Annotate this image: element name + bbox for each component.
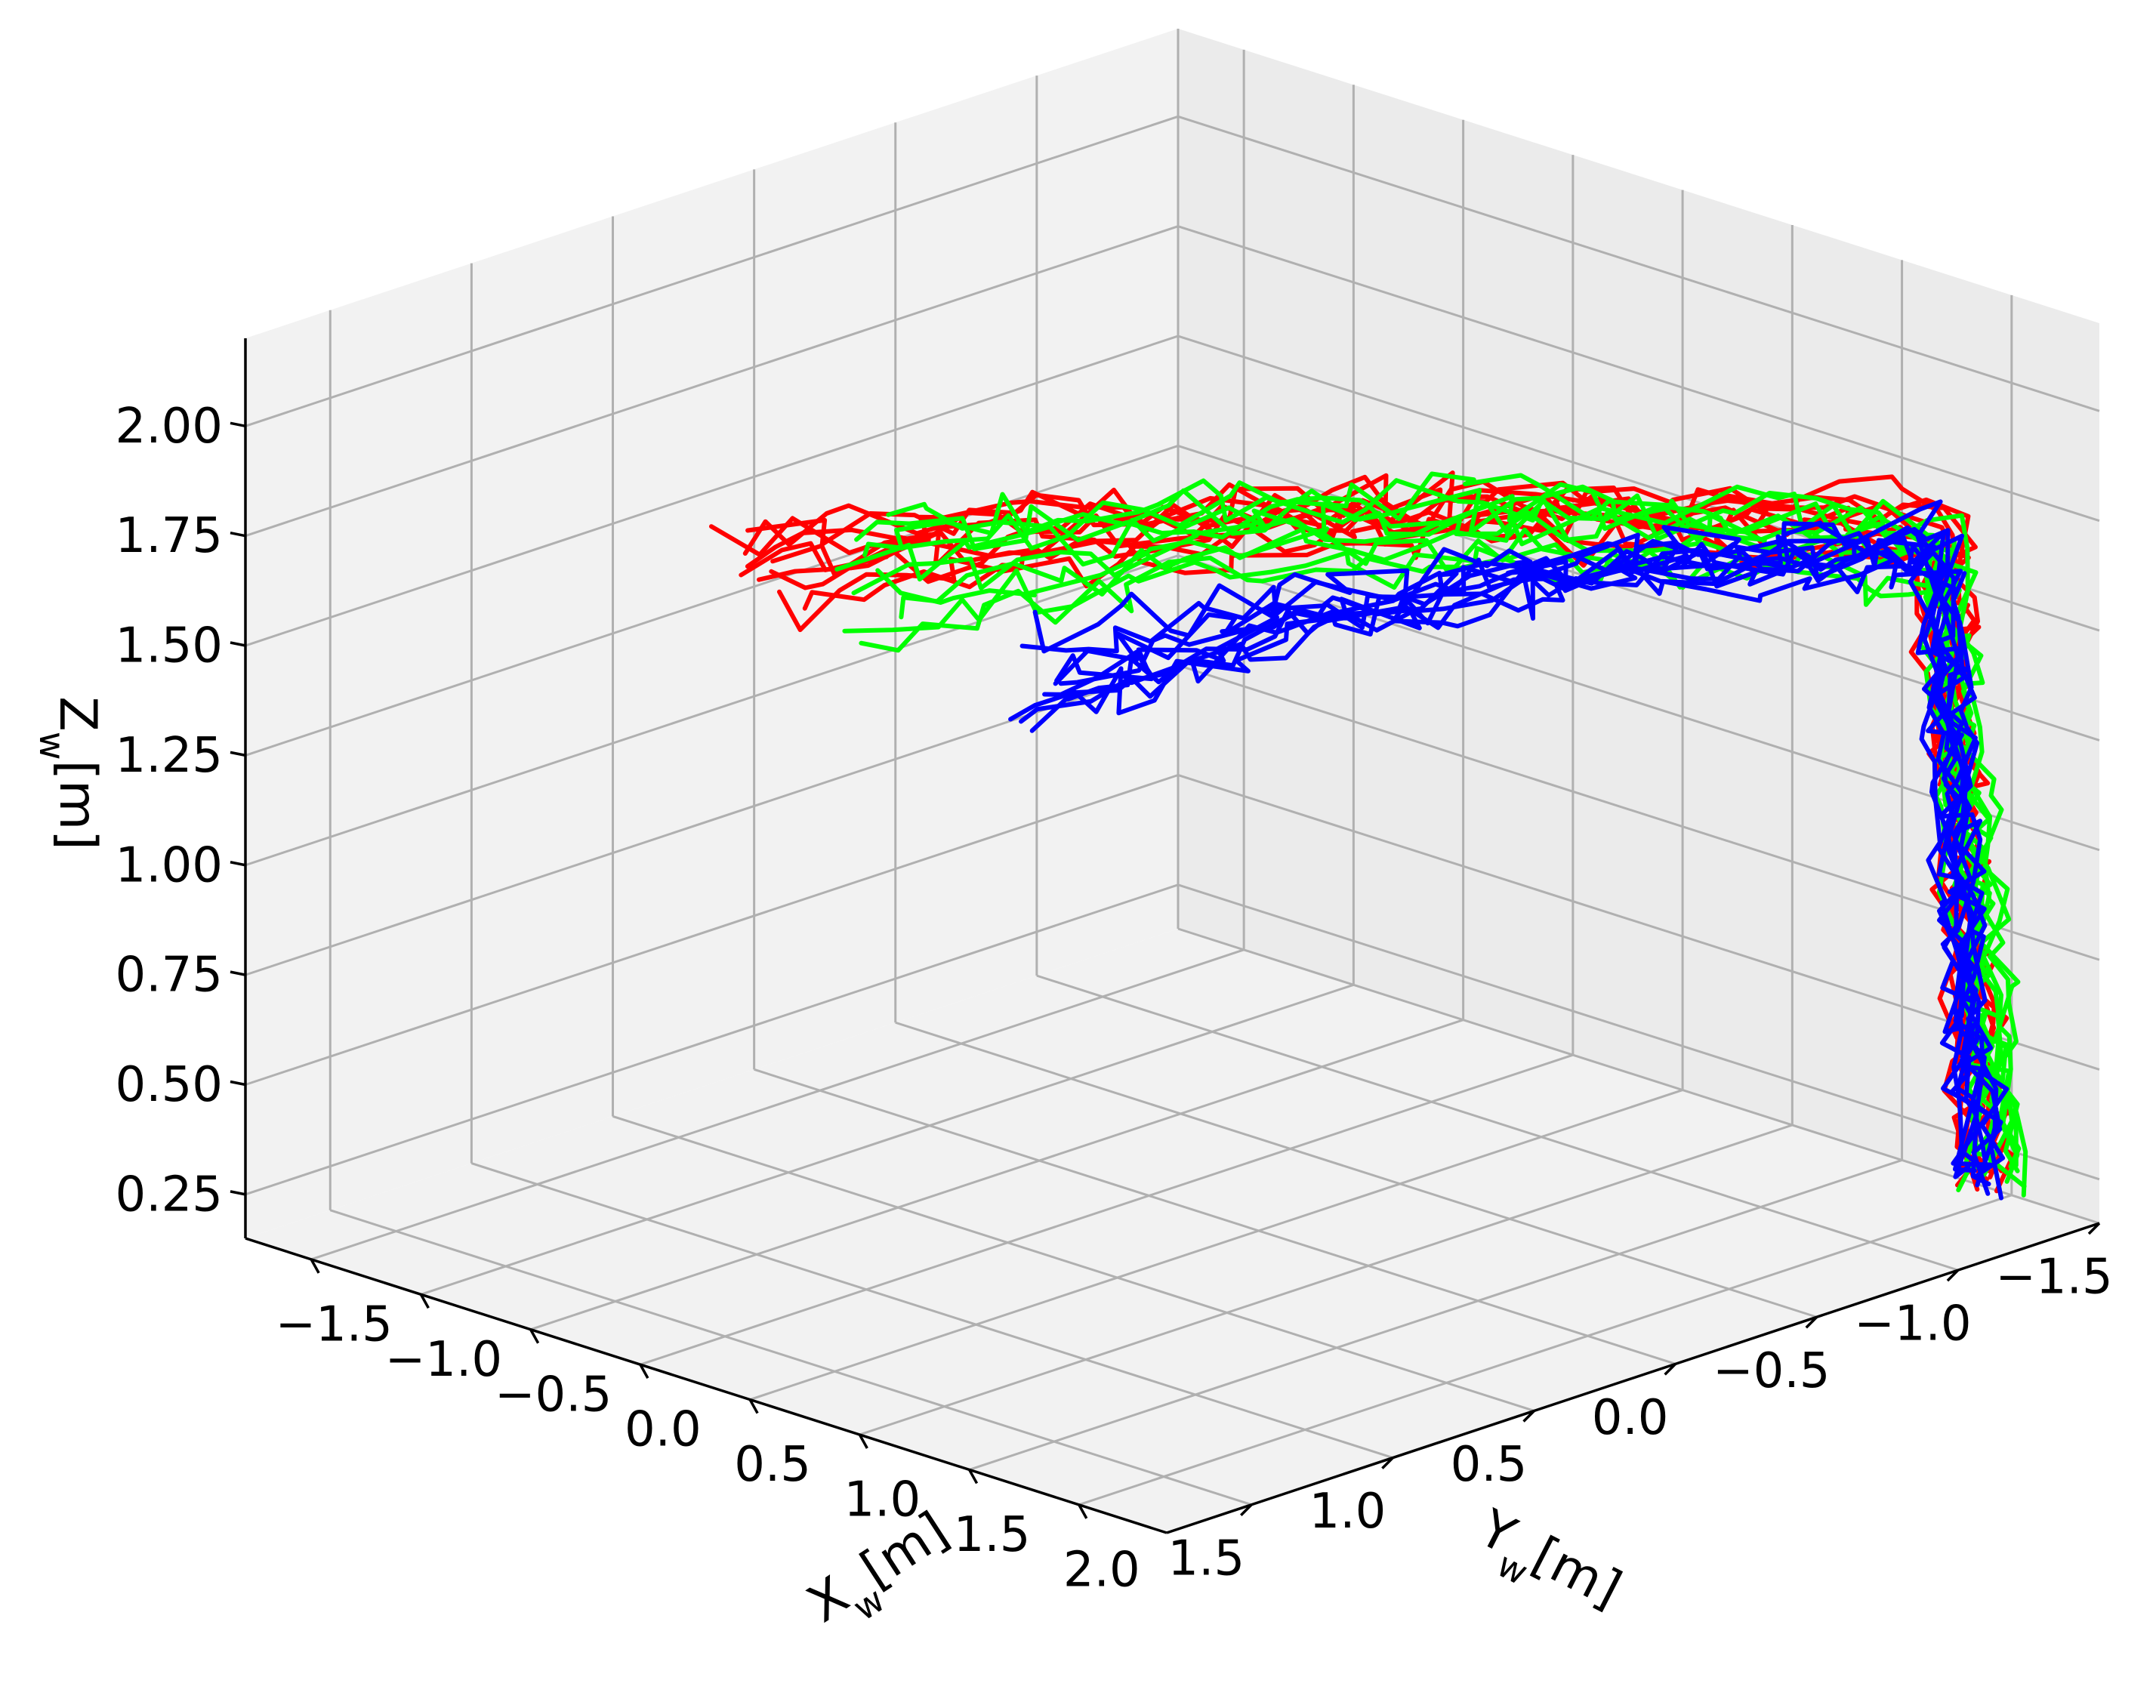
x-tick-mark (419, 1293, 430, 1309)
grid-line-z-wall-y (245, 444, 1179, 757)
grid-line-x-floor (1078, 1194, 2013, 1506)
x-tick-label: −1.5 (275, 1296, 392, 1352)
z-tick-label: 0.75 (116, 948, 224, 1004)
y-tick-label: 1.0 (1309, 1484, 1386, 1540)
grid-line-y-floor (1177, 927, 2100, 1225)
x-tick-mark (858, 1434, 868, 1449)
grid-line-z-wall-x (1177, 883, 2100, 1181)
z-tick-label: 0.25 (116, 1167, 224, 1222)
x-tick-mark (748, 1398, 759, 1414)
y-axis-line (1166, 1222, 2100, 1534)
trajectory-line (769, 486, 1986, 1170)
x-tick-label: −0.5 (495, 1367, 612, 1423)
y-tick-label: 0.5 (1451, 1437, 1528, 1493)
x-tick-mark (968, 1469, 979, 1484)
z-tick-label: 0.50 (116, 1057, 224, 1113)
x-axis-line (245, 1237, 1167, 1534)
trajectory-line (1019, 532, 1987, 1171)
grid-line-x-floor (420, 983, 1354, 1296)
x-tick-label: −1.0 (385, 1332, 502, 1388)
y-tick-mark (1522, 1410, 1535, 1423)
z-tick-mark (230, 1190, 246, 1196)
grid-line-x-floor (859, 1124, 1793, 1436)
z-tick-mark (230, 421, 246, 428)
grid-line-z-wall-y (245, 115, 1179, 427)
grid-line-y-floor (754, 1068, 1676, 1365)
z-tick-label: 2.00 (116, 399, 224, 455)
x-tick-mark (310, 1259, 320, 1274)
y-tick-mark (1805, 1316, 1818, 1329)
grid-line-z-wall-x (1177, 115, 2100, 412)
z-tick-mark (230, 531, 246, 538)
y-tick-mark (2087, 1222, 2101, 1235)
y-axis-title: Yw[m] (1462, 1498, 1630, 1634)
y-tick-label: −1.5 (1995, 1250, 2112, 1306)
z-tick-mark (230, 861, 246, 867)
x-tick-mark (529, 1328, 540, 1344)
z-tick-mark (230, 751, 246, 757)
y-tick-mark (1946, 1269, 1960, 1282)
grid-line-z-wall-y (245, 225, 1179, 538)
y-tick-label: −1.0 (1854, 1296, 1971, 1352)
trajectory-line (899, 502, 2022, 1169)
axis-panes (245, 29, 2099, 1533)
y-tick-mark (1240, 1503, 1253, 1516)
x-tick-mark (1078, 1504, 1088, 1519)
grid-lines (245, 29, 2100, 1506)
y-tick-label: 1.5 (1167, 1531, 1245, 1586)
grid-line-x-floor (749, 1089, 1683, 1401)
trajectory-line (886, 478, 2021, 1168)
axes (230, 338, 2101, 1534)
z-axis-title: Zw[m] (32, 696, 107, 850)
z-tick-label: 1.75 (116, 508, 224, 564)
z-tick-mark (230, 1080, 246, 1087)
y-tick-label: 0.0 (1592, 1390, 1669, 1446)
x-tick-label: 2.0 (1063, 1542, 1140, 1598)
z-tick-mark (230, 641, 246, 647)
x-tick-label: 0.0 (625, 1402, 702, 1458)
trajectory-line (1042, 520, 1999, 1188)
grid-line-y-floor (329, 1209, 1252, 1506)
floor-pane (245, 929, 2099, 1533)
z-tick-label: 1.00 (116, 837, 224, 893)
trajectory-series (709, 470, 2028, 1201)
grid-line-z-wall-x (1177, 774, 2100, 1071)
x-tick-label: 1.0 (844, 1472, 921, 1528)
grid-line-z-wall-y (245, 883, 1179, 1196)
grid-line-y-floor (470, 1162, 1393, 1460)
trajectory-line (1066, 531, 2003, 1196)
grid-line-z-wall-x (1177, 225, 2100, 523)
trajectory-line (862, 471, 1995, 1192)
grid-line-x-floor (640, 1053, 1574, 1366)
z-tick-label: 1.50 (116, 618, 224, 674)
y-tick-mark (1664, 1363, 1676, 1376)
y-tick-mark (1381, 1457, 1394, 1469)
series-2 (1008, 499, 2009, 1201)
grid-line-x-floor (310, 948, 1245, 1261)
x-tick-label: 0.5 (734, 1437, 811, 1493)
grid-line-x-floor (530, 1019, 1464, 1331)
y-tick-label: −0.5 (1713, 1343, 1830, 1399)
grid-line-z-wall-y (245, 664, 1179, 976)
back-wall-x-pane (1178, 29, 2099, 1223)
grid-line-z-wall-y (245, 335, 1179, 647)
z-tick-mark (230, 970, 246, 976)
back-wall-y-pane (245, 29, 1178, 1238)
grid-line-y-floor (1036, 974, 1959, 1272)
grid-line-z-wall-y (245, 554, 1179, 867)
grid-line-z-wall-y (245, 774, 1179, 1086)
grid-line-y-floor (895, 1021, 1818, 1318)
x-tick-label: 1.5 (954, 1507, 1031, 1563)
grid-line-x-floor (969, 1159, 1903, 1471)
x-tick-mark (639, 1364, 649, 1379)
grid-line-y-floor (612, 1115, 1534, 1412)
z-tick-label: 1.25 (116, 728, 224, 784)
